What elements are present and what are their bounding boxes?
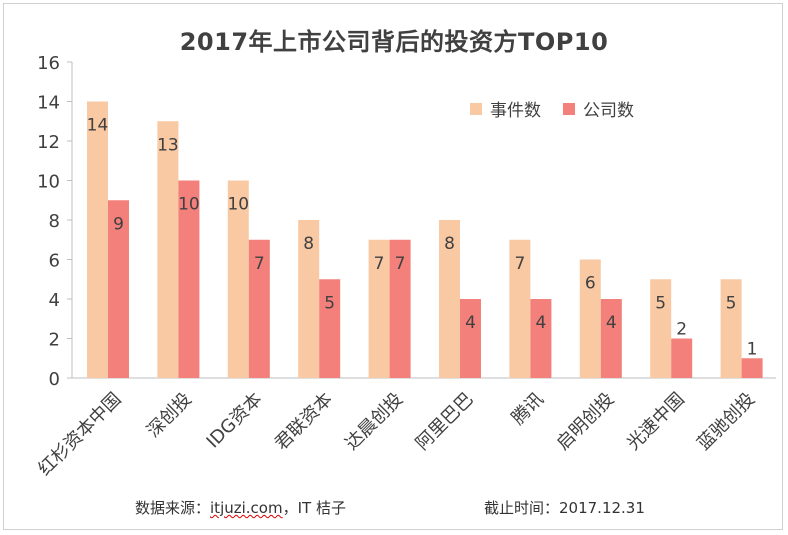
legend-item-companies: 公司数 [563, 96, 634, 121]
x-category-label: 红杉资本中国 [34, 389, 125, 480]
data-label-events: 10 [227, 195, 249, 215]
y-tick-label: 16 [37, 53, 60, 74]
data-label-companies: 9 [113, 214, 124, 234]
x-category-label: 启明创投 [553, 389, 619, 455]
legend-swatch-companies [563, 102, 575, 115]
bar-events [439, 220, 460, 378]
y-tick-label: 12 [37, 132, 60, 153]
data-source-site: itjuzi.com [210, 499, 283, 517]
data-label-events: 6 [585, 274, 596, 294]
data-label-events: 7 [374, 254, 385, 274]
data-label-events: 5 [655, 293, 666, 313]
bar-companies [530, 299, 552, 378]
data-label-companies: 4 [465, 313, 476, 333]
data-label-events: 5 [726, 293, 737, 313]
x-category-label: 腾讯 [508, 389, 548, 429]
data-label-companies: 5 [324, 293, 335, 313]
x-category-label: IDG资本 [203, 389, 267, 453]
bar-events [157, 121, 179, 378]
bar-companies [741, 358, 763, 378]
x-category-label: 光速中国 [623, 389, 689, 455]
bar-companies [248, 239, 270, 378]
x-category-label: 君联资本 [271, 389, 337, 455]
x-category-label: 蓝驰创投 [693, 389, 759, 455]
data-label-companies: 7 [254, 254, 265, 274]
cutoff-date: 截止时间：2017.12.31 [484, 499, 645, 517]
data-label-events: 7 [514, 254, 525, 274]
y-tick-label: 6 [49, 251, 60, 272]
bar-events [650, 279, 672, 378]
data-label-companies: 2 [676, 320, 687, 340]
data-source-suffix: ，IT 桔子 [282, 499, 346, 517]
data-source: 数据来源：itjuzi.com，IT 桔子 [135, 497, 346, 518]
bar-events [227, 180, 249, 378]
y-tick-label: 4 [49, 290, 60, 311]
bar-events [720, 279, 742, 378]
y-tick-label: 8 [49, 211, 60, 232]
data-label-companies: 4 [535, 313, 546, 333]
chart-title: 2017年上市公司背后的投资方TOP10 [179, 28, 609, 56]
bar-events [368, 239, 390, 378]
y-tick-label: 14 [37, 93, 60, 114]
bar-companies [600, 299, 622, 378]
bar-events [87, 101, 108, 378]
bar-companies [389, 239, 411, 378]
bar-companies [460, 299, 481, 378]
legend-label-events: 事件数 [490, 101, 541, 121]
bar-companies [319, 279, 341, 378]
data-label-events: 14 [87, 116, 109, 136]
x-category-label: 达晨创投 [341, 389, 407, 455]
y-tick-label: 2 [49, 330, 60, 351]
bar-companies [178, 180, 200, 378]
data-label-companies: 4 [606, 313, 617, 333]
y-tick-label: 0 [49, 369, 60, 390]
bar-events [579, 259, 601, 378]
data-label-companies: 1 [747, 339, 758, 359]
data-label-companies: 10 [178, 195, 200, 215]
x-category-label: 深创投 [143, 389, 196, 442]
bar-events [298, 220, 320, 378]
chart-legend: 事件数 公司数 [470, 96, 634, 121]
bar-events [509, 239, 531, 378]
bar-companies [671, 338, 693, 378]
data-label-events: 8 [444, 234, 455, 254]
data-label-companies: 7 [395, 254, 406, 274]
data-label-events: 13 [157, 135, 179, 155]
x-category-label: 阿里巴巴 [412, 389, 478, 455]
legend-swatch-events [470, 102, 482, 115]
legend-item-events: 事件数 [470, 96, 541, 121]
y-tick-label: 10 [37, 172, 60, 193]
bar-companies [108, 200, 129, 378]
legend-label-companies: 公司数 [583, 101, 634, 121]
data-label-events: 8 [303, 234, 314, 254]
data-source-prefix: 数据来源： [135, 499, 211, 517]
